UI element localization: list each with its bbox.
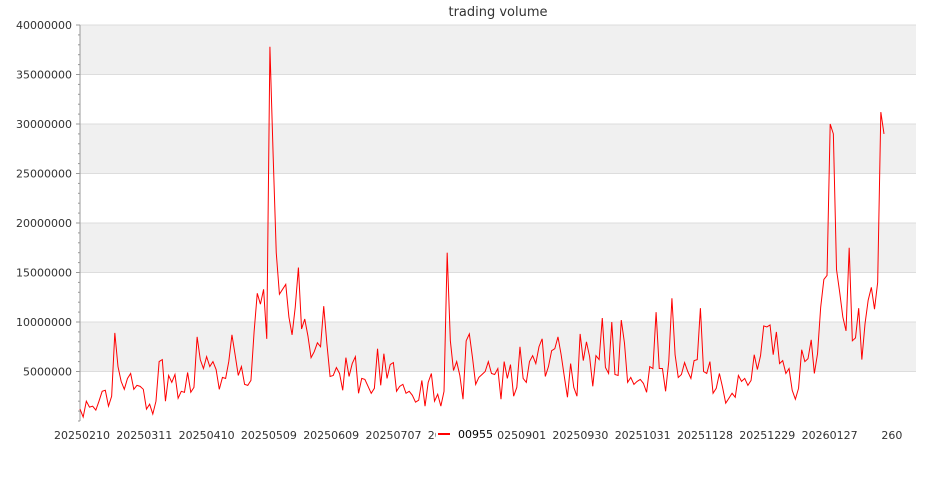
y-tick-label: 10000000 bbox=[16, 316, 72, 329]
y-axis-ticks: 5000000 10000000 15000000 20000000 25000000 3… bbox=[16, 19, 80, 422]
x-tick-label: 20260127 bbox=[802, 429, 858, 442]
y-tick-label: 30000000 bbox=[16, 118, 72, 131]
background-band bbox=[80, 124, 916, 174]
gridlines bbox=[80, 24, 916, 372]
x-tick-label: 260 bbox=[881, 429, 902, 442]
y-tick-label: 25000000 bbox=[16, 168, 72, 181]
x-tick-label: 20250210 bbox=[54, 429, 110, 442]
legend-background bbox=[436, 426, 496, 442]
x-tick-label: 20251229 bbox=[739, 429, 795, 442]
x-tick-label: 20250930 bbox=[552, 429, 608, 442]
y-tick-label: 5000000 bbox=[23, 366, 72, 379]
legend-label: 00955 bbox=[458, 428, 493, 441]
y-tick-label: 15000000 bbox=[16, 267, 72, 280]
x-tick-label: 20250901 bbox=[490, 429, 546, 442]
background-band bbox=[80, 223, 916, 273]
y-tick-label: 20000000 bbox=[16, 217, 72, 230]
chart-title: trading volume bbox=[448, 5, 547, 20]
series-line-00955 bbox=[79, 46, 885, 419]
x-tick-label: 20250609 bbox=[303, 429, 359, 442]
background-bands bbox=[80, 25, 916, 372]
y-tick-label: 35000000 bbox=[16, 69, 72, 82]
x-tick-label: 20251128 bbox=[677, 429, 733, 442]
background-band bbox=[80, 322, 916, 372]
x-tick-label: 20251031 bbox=[615, 429, 671, 442]
legend[interactable]: 00955 bbox=[436, 426, 496, 442]
y-tick-label: 40000000 bbox=[16, 19, 72, 32]
x-tick-label: 20250707 bbox=[366, 429, 422, 442]
background-band bbox=[80, 25, 916, 75]
x-tick-label: 20250509 bbox=[241, 429, 297, 442]
x-tick-label: 20250410 bbox=[179, 429, 235, 442]
plot-area bbox=[79, 46, 885, 419]
x-tick-label: 20250311 bbox=[116, 429, 172, 442]
